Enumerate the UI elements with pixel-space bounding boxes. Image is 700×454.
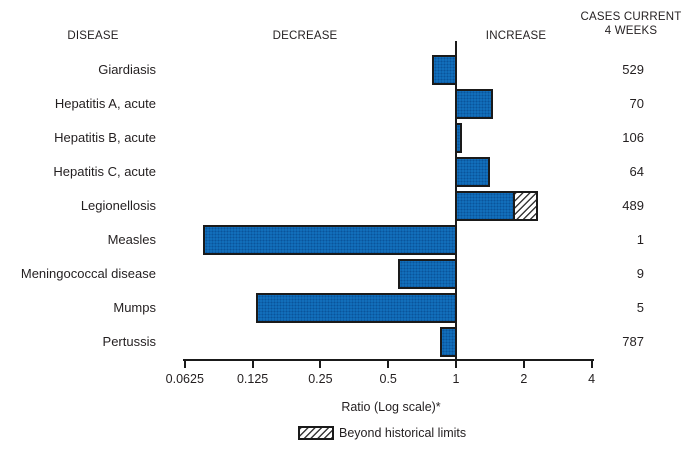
ratio-bar (455, 190, 539, 221)
x-axis-tick (522, 361, 525, 368)
ratio-bar-fill (457, 124, 460, 151)
ratio-bar-fill (457, 158, 488, 185)
x-axis-tick (319, 361, 322, 368)
x-axis-tick-label: 0.125 (236, 372, 269, 386)
x-axis-tick-label: 0.25 (308, 372, 333, 386)
baseline-ratio-1-line (455, 41, 457, 361)
disease-label: Measles (107, 231, 156, 247)
x-axis-tick (251, 361, 254, 368)
ratio-bar-fill (433, 56, 455, 83)
cases-current-4-weeks-value: 64 (629, 163, 644, 179)
column-header-cases-line2: 4 WEEKS (604, 24, 658, 37)
cases-current-4-weeks-value: 529 (622, 61, 644, 77)
ratio-bar-fill (399, 260, 455, 287)
ratio-bar (455, 88, 494, 119)
column-header-cases: CASES CURRENT 4 WEEKS (580, 11, 681, 38)
ratio-bar (202, 224, 457, 255)
x-axis-tick-label: 1 (452, 372, 460, 386)
cases-current-4-weeks-value: 70 (629, 95, 644, 111)
disease-label: Hepatitis B, acute (54, 129, 156, 145)
ratio-bar-fill (258, 294, 455, 321)
disease-label: Mumps (113, 299, 156, 315)
x-axis-title: Ratio (Log scale)* (341, 400, 441, 414)
x-axis-tick-label: 4 (588, 372, 596, 386)
ratio-bar-fill (457, 192, 514, 219)
cases-current-4-weeks-value: 489 (622, 197, 644, 213)
ratio-bar (397, 258, 457, 289)
ratio-bar (440, 326, 457, 357)
disease-label: Legionellosis (80, 197, 156, 213)
column-header-cases-line1: CASES CURRENT (580, 11, 682, 23)
column-header-decrease: DECREASE (272, 30, 338, 42)
disease-label: Hepatitis A, acute (54, 95, 156, 111)
cases-current-4-weeks-value: 1 (636, 231, 644, 247)
column-header-disease: DISEASE (67, 30, 119, 42)
ratio-bar (256, 292, 457, 323)
x-axis-tick-label: 0.0625 (165, 372, 204, 386)
x-axis-tick (183, 361, 186, 368)
x-axis-tick-label: 0.5 (379, 372, 397, 386)
disease-label: Pertussis (102, 333, 156, 349)
legend-label: Beyond historical limits (339, 426, 467, 440)
ratio-bar-fill (204, 226, 455, 253)
disease-label: Hepatitis C, acute (53, 163, 156, 179)
cases-current-4-weeks-value: 106 (622, 129, 644, 145)
disease-label: Meningococcal disease (20, 265, 156, 281)
ratio-bar (455, 156, 490, 187)
column-header-increase: INCREASE (485, 30, 547, 42)
x-axis-tick (455, 361, 457, 368)
ratio-bar (431, 54, 457, 85)
legend-hatch-swatch (298, 426, 334, 440)
ratio-bar-fill (457, 90, 492, 117)
x-axis-tick-label: 2 (520, 372, 528, 386)
cases-current-4-weeks-value: 9 (636, 265, 644, 281)
x-axis-tick (387, 361, 390, 368)
beyond-historical-limits-segment (513, 192, 537, 219)
x-axis-line (183, 359, 594, 361)
cases-current-4-weeks-value: 787 (622, 333, 644, 349)
ratio-bar-fill (442, 328, 455, 355)
x-axis-tick (590, 361, 593, 368)
cases-current-4-weeks-value: 5 (636, 299, 644, 315)
disease-label: Giardiasis (98, 61, 156, 77)
